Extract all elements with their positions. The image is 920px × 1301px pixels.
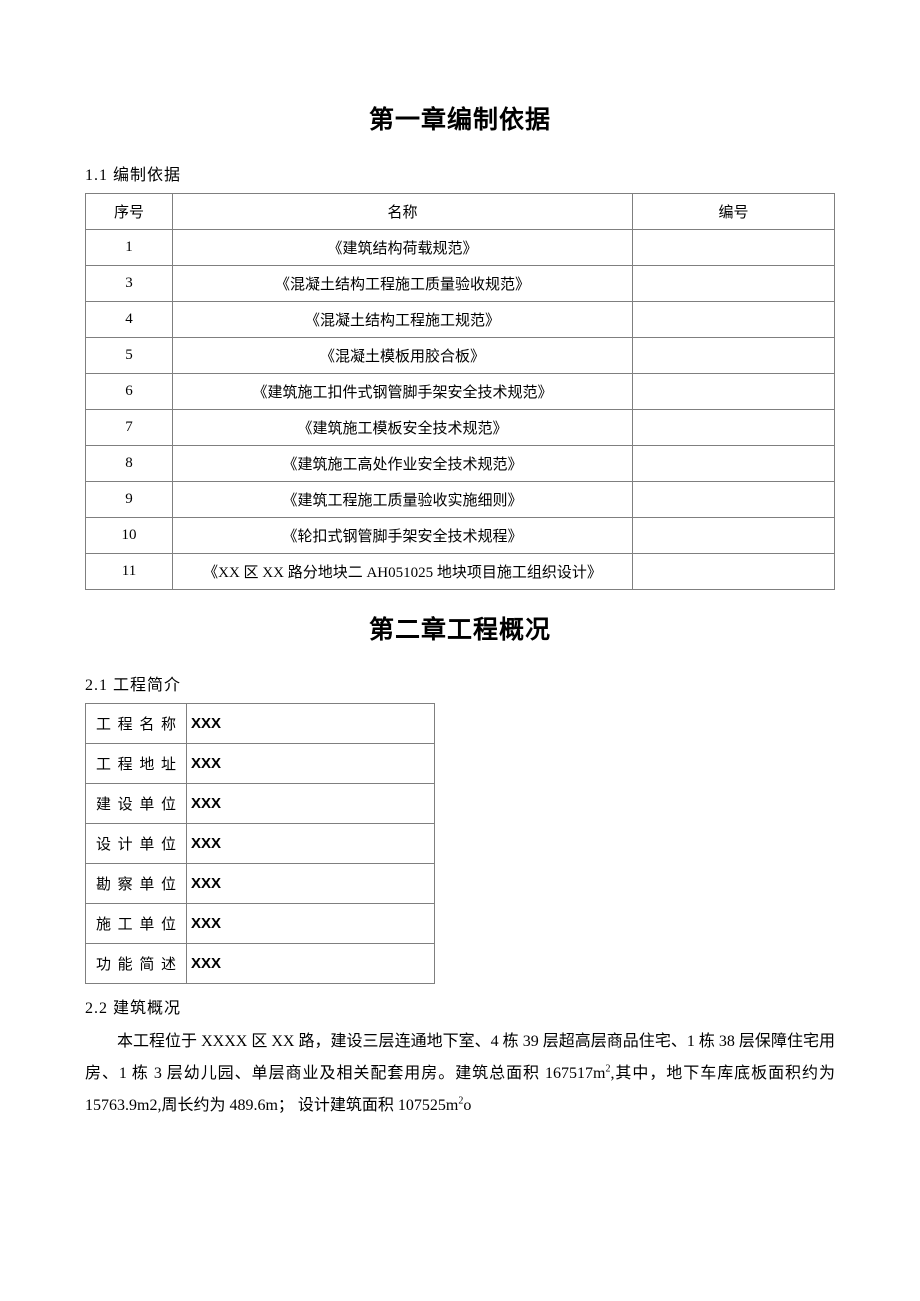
info-label: 设计单位 [86, 824, 187, 864]
info-value: XXX [187, 904, 435, 944]
cell-code [633, 410, 835, 446]
table-row: 功能简述XXX [86, 944, 435, 984]
cell-seq: 5 [86, 338, 173, 374]
cell-name: 《建筑工程施工质量验收实施细则》 [173, 482, 633, 518]
table-row: 施工单位XXX [86, 904, 435, 944]
cell-code [633, 518, 835, 554]
cell-seq: 9 [86, 482, 173, 518]
info-label: 工程地址 [86, 744, 187, 784]
cell-name: 《混凝土结构工程施工质量验收规范》 [173, 266, 633, 302]
chapter-2-title: 第二章工程概况 [85, 610, 835, 646]
section-1-1-heading: 1.1 编制依据 [85, 161, 835, 185]
chapter-1-title: 第一章编制依据 [85, 100, 835, 136]
table-header-row: 序号 名称 编号 [86, 194, 835, 230]
cell-code [633, 338, 835, 374]
page-container: 第一章编制依据 1.1 编制依据 序号 名称 编号 1《建筑结构荷载规范》3《混… [0, 0, 920, 1190]
cell-name: 《建筑施工高处作业安全技术规范》 [173, 446, 633, 482]
table-row: 3《混凝土结构工程施工质量验收规范》 [86, 266, 835, 302]
table-row: 9《建筑工程施工质量验收实施细则》 [86, 482, 835, 518]
info-value: XXX [187, 944, 435, 984]
cell-seq: 7 [86, 410, 173, 446]
cell-code [633, 374, 835, 410]
table-row: 工程地址XXX [86, 744, 435, 784]
cell-code [633, 266, 835, 302]
cell-code [633, 302, 835, 338]
basis-table: 序号 名称 编号 1《建筑结构荷载规范》3《混凝土结构工程施工质量验收规范》4《… [85, 193, 835, 590]
table-row: 6《建筑施工扣件式钢管脚手架安全技术规范》 [86, 374, 835, 410]
section-2-2-heading: 2.2 建筑概况 [85, 994, 835, 1018]
table-row: 设计单位XXX [86, 824, 435, 864]
cell-name: 《XX 区 XX 路分地块二 AH051025 地块项目施工组织设计》 [173, 554, 633, 590]
cell-seq: 6 [86, 374, 173, 410]
header-name: 名称 [173, 194, 633, 230]
cell-name: 《建筑结构荷载规范》 [173, 230, 633, 266]
cell-name: 《混凝土结构工程施工规范》 [173, 302, 633, 338]
cell-seq: 1 [86, 230, 173, 266]
table-row: 4《混凝土结构工程施工规范》 [86, 302, 835, 338]
cell-name: 《混凝土模板用胶合板》 [173, 338, 633, 374]
header-seq: 序号 [86, 194, 173, 230]
cell-seq: 10 [86, 518, 173, 554]
section-2-1-heading: 2.1 工程简介 [85, 671, 835, 695]
info-value: XXX [187, 864, 435, 904]
cell-name: 《轮扣式钢管脚手架安全技术规程》 [173, 518, 633, 554]
table-row: 建设单位XXX [86, 784, 435, 824]
cell-seq: 8 [86, 446, 173, 482]
project-info-table: 工程名称XXX工程地址XXX建设单位XXX设计单位XXX勘察单位XXX施工单位X… [85, 703, 435, 984]
cell-code [633, 554, 835, 590]
header-code: 编号 [633, 194, 835, 230]
info-label: 施工单位 [86, 904, 187, 944]
building-overview-paragraph: 本工程位于 XXXX 区 XX 路，建设三层连通地下室、4 栋 39 层超高层商… [85, 1026, 835, 1122]
cell-seq: 11 [86, 554, 173, 590]
info-label: 功能简述 [86, 944, 187, 984]
cell-name: 《建筑施工模板安全技术规范》 [173, 410, 633, 446]
table-row: 5《混凝土模板用胶合板》 [86, 338, 835, 374]
table-row: 1《建筑结构荷载规范》 [86, 230, 835, 266]
table-row: 11《XX 区 XX 路分地块二 AH051025 地块项目施工组织设计》 [86, 554, 835, 590]
info-value: XXX [187, 824, 435, 864]
cell-code [633, 446, 835, 482]
cell-code [633, 482, 835, 518]
cell-name: 《建筑施工扣件式钢管脚手架安全技术规范》 [173, 374, 633, 410]
info-value: XXX [187, 784, 435, 824]
table-row: 10《轮扣式钢管脚手架安全技术规程》 [86, 518, 835, 554]
info-label: 勘察单位 [86, 864, 187, 904]
cell-code [633, 230, 835, 266]
cell-seq: 3 [86, 266, 173, 302]
info-value: XXX [187, 704, 435, 744]
table-row: 7《建筑施工模板安全技术规范》 [86, 410, 835, 446]
cell-seq: 4 [86, 302, 173, 338]
table-row: 8《建筑施工高处作业安全技术规范》 [86, 446, 835, 482]
table-row: 工程名称XXX [86, 704, 435, 744]
table-row: 勘察单位XXX [86, 864, 435, 904]
info-label: 工程名称 [86, 704, 187, 744]
info-value: XXX [187, 744, 435, 784]
info-label: 建设单位 [86, 784, 187, 824]
